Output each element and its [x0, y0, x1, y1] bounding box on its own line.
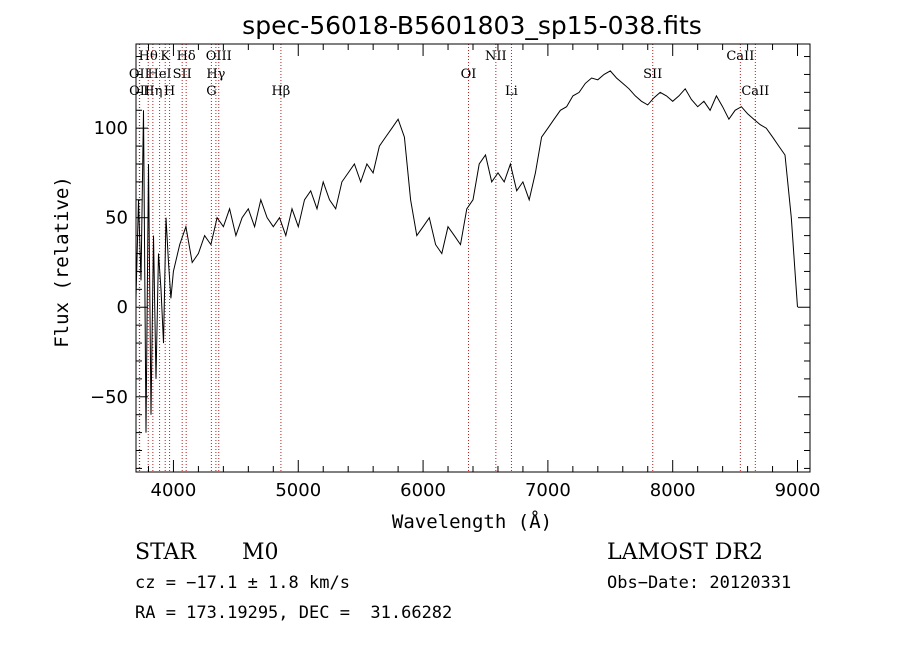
y-tick-label: 50 [105, 208, 128, 229]
spectral-line-label: SII [173, 67, 192, 82]
spectral-line-label: Li [505, 84, 518, 99]
survey-name: LAMOST DR2 [607, 540, 763, 565]
spectral-line-label: CaII [741, 84, 769, 99]
flux-series-line [135, 70, 798, 433]
y-tick-label: 0 [117, 297, 128, 318]
x-tick-label: 5000 [275, 480, 321, 501]
series-layer [135, 70, 798, 433]
spectral-line-label: Hγ [206, 67, 225, 82]
y-tick-label: 100 [94, 118, 128, 139]
x-tick-label: 8000 [650, 480, 696, 501]
spectral-line-label: SII [643, 67, 662, 82]
object-class: STAR [135, 540, 196, 565]
radial-velocity: cz = −17.1 ± 1.8 km/s [135, 573, 350, 593]
x-tick-label: 6000 [400, 480, 446, 501]
y-tick-label: −50 [90, 387, 128, 408]
spectral-line-label: CaII [726, 49, 754, 64]
spectral-line-label: OIII [206, 49, 232, 64]
spectral-line-label: Hδ [177, 49, 196, 64]
y-axis-title: Flux (relative) [51, 176, 73, 348]
spectral-line-label: HeI [148, 67, 172, 82]
spectral-line-label: NII [485, 49, 507, 64]
spectral-line-label: Hβ [271, 84, 290, 99]
spectral-line-label: Hη [143, 84, 162, 99]
object-subclass: M0 [242, 540, 279, 565]
chart-title: spec-56018-B5601803_sp15-038.fits [242, 11, 702, 40]
spectral-line-label: G [206, 84, 216, 99]
x-tick-label: 4000 [151, 480, 197, 501]
spectral-line-label: OII [129, 84, 150, 99]
x-tick-label: 7000 [525, 480, 571, 501]
spectral-line-label: H [164, 84, 175, 99]
coordinates: RA = 173.19295, DEC = 31.66282 [135, 603, 453, 623]
spectral-line-label: Hθ [139, 49, 158, 64]
x-axis-title: Wavelength (Å) [392, 510, 552, 533]
spectral-line-label: K [160, 49, 170, 64]
spectral-line-label: OI [461, 67, 477, 82]
observation-date: Obs−Date: 20120331 [607, 573, 792, 593]
x-tick-label: 9000 [775, 480, 821, 501]
axes: 4000 5000 6000 7000 8000 9000 −50 0 50 100 [90, 43, 821, 501]
